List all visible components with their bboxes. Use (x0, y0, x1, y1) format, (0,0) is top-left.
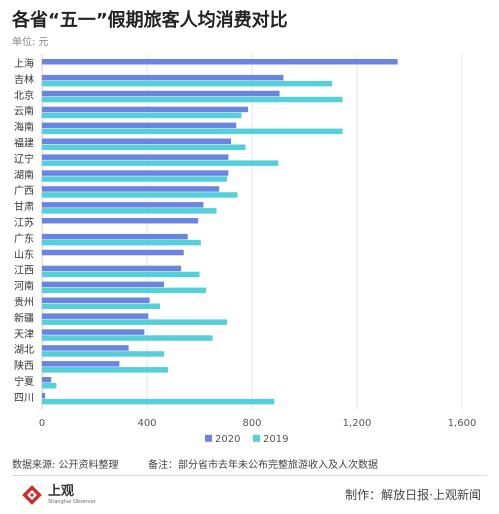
bar-2019 (42, 319, 228, 325)
bar-2020 (42, 329, 145, 335)
bar-2019 (42, 367, 168, 373)
bar-2020 (42, 345, 129, 351)
category-label: 广东 (14, 232, 34, 245)
bar-2020 (42, 122, 237, 129)
category-label: 河南 (14, 280, 34, 293)
category-label: 福建 (14, 137, 34, 150)
logo-icon (22, 485, 42, 505)
legend-label-2019: 2019 (263, 434, 288, 445)
bar-2019 (42, 192, 238, 198)
bar-2019 (42, 398, 275, 405)
bar-2020 (42, 106, 249, 113)
bar-2019 (42, 208, 217, 214)
remark-note: 备注：部分省市去年未公布完整旅游收入及人次数据 (148, 460, 378, 471)
bar-2019 (42, 112, 242, 119)
legend-label-2020: 2020 (215, 434, 240, 445)
bar-2020 (42, 90, 280, 97)
bar-2019 (42, 80, 333, 87)
credit-text: 制作：解放日报·上观新闻 (345, 488, 481, 502)
logo-subtext: Shanghai Observer (48, 499, 96, 505)
bar-2020 (42, 249, 184, 256)
footer-divider (12, 475, 487, 476)
bar-2019 (42, 383, 57, 389)
x-tick-label: 1,600 (448, 418, 477, 429)
category-label: 吉林 (14, 73, 34, 86)
bar-2020 (42, 281, 165, 288)
bar-2019 (42, 239, 201, 246)
bar-2020 (42, 186, 220, 192)
category-label: 湖北 (14, 344, 34, 356)
category-label: 广西 (14, 185, 34, 197)
category-label: 江苏 (14, 216, 34, 229)
category-label: 北京 (14, 89, 34, 102)
category-label: 陕西 (14, 359, 34, 372)
category-label: 江西 (14, 265, 34, 277)
bar-2020 (42, 59, 398, 65)
bar-2020 (42, 154, 229, 160)
x-tick-label: 1,200 (343, 418, 372, 429)
category-label: 辽宁 (14, 152, 34, 165)
bar-2020 (42, 392, 46, 399)
x-tick-label: 0 (39, 418, 45, 429)
bar-2019 (42, 160, 279, 166)
bar-2020 (42, 297, 150, 303)
x-tick-label: 800 (242, 418, 261, 429)
bar-2020 (42, 138, 231, 144)
category-label: 甘肃 (14, 200, 34, 213)
category-label: 天津 (14, 328, 34, 340)
bar-2020 (42, 233, 188, 240)
legend-swatch-2019 (253, 434, 260, 442)
category-label: 上海 (14, 57, 34, 70)
legend-swatch-2020 (205, 434, 212, 442)
bar-2020 (42, 202, 204, 208)
category-label: 山东 (14, 248, 34, 261)
category-label: 云南 (14, 105, 34, 118)
bar-2020 (42, 218, 199, 224)
category-label: 四川 (14, 393, 34, 404)
shangguan-logo: 上观 Shanghai Observer (20, 482, 96, 508)
bar-2020 (42, 170, 229, 176)
category-label: 湖南 (14, 168, 34, 181)
bar-chart: 0 400 800 1,200 1,600 上海吉林北京云南海南福建辽宁湖南广西甘肃江苏广… (14, 54, 477, 445)
bar-2019 (42, 144, 246, 150)
bar-2019 (42, 287, 207, 294)
bar-2020 (42, 265, 182, 272)
bar-2019 (42, 303, 161, 309)
category-label: 宁夏 (14, 375, 34, 388)
bar-2019 (42, 271, 200, 278)
category-label: 海南 (14, 121, 34, 134)
unit-label: 单位: 元 (12, 37, 49, 48)
bar-2019 (42, 351, 165, 357)
x-tick-label: 400 (137, 418, 156, 429)
bar-2020 (42, 74, 284, 81)
bar-2020 (42, 313, 149, 319)
category-label: 新疆 (14, 311, 34, 324)
data-source-note: 数据来源: 公开资料整理 (12, 460, 119, 471)
bar-2019 (42, 335, 213, 341)
bar-2019 (42, 128, 343, 135)
logo-text: 上观 (48, 484, 75, 499)
bar-2020 (42, 377, 52, 383)
bar-2019 (42, 96, 343, 103)
category-label: 贵州 (14, 296, 34, 309)
bar-2019 (42, 176, 228, 182)
chart-title: 各省“五一”假期旅客人均消费对比 (12, 10, 288, 31)
bar-2020 (42, 361, 120, 367)
